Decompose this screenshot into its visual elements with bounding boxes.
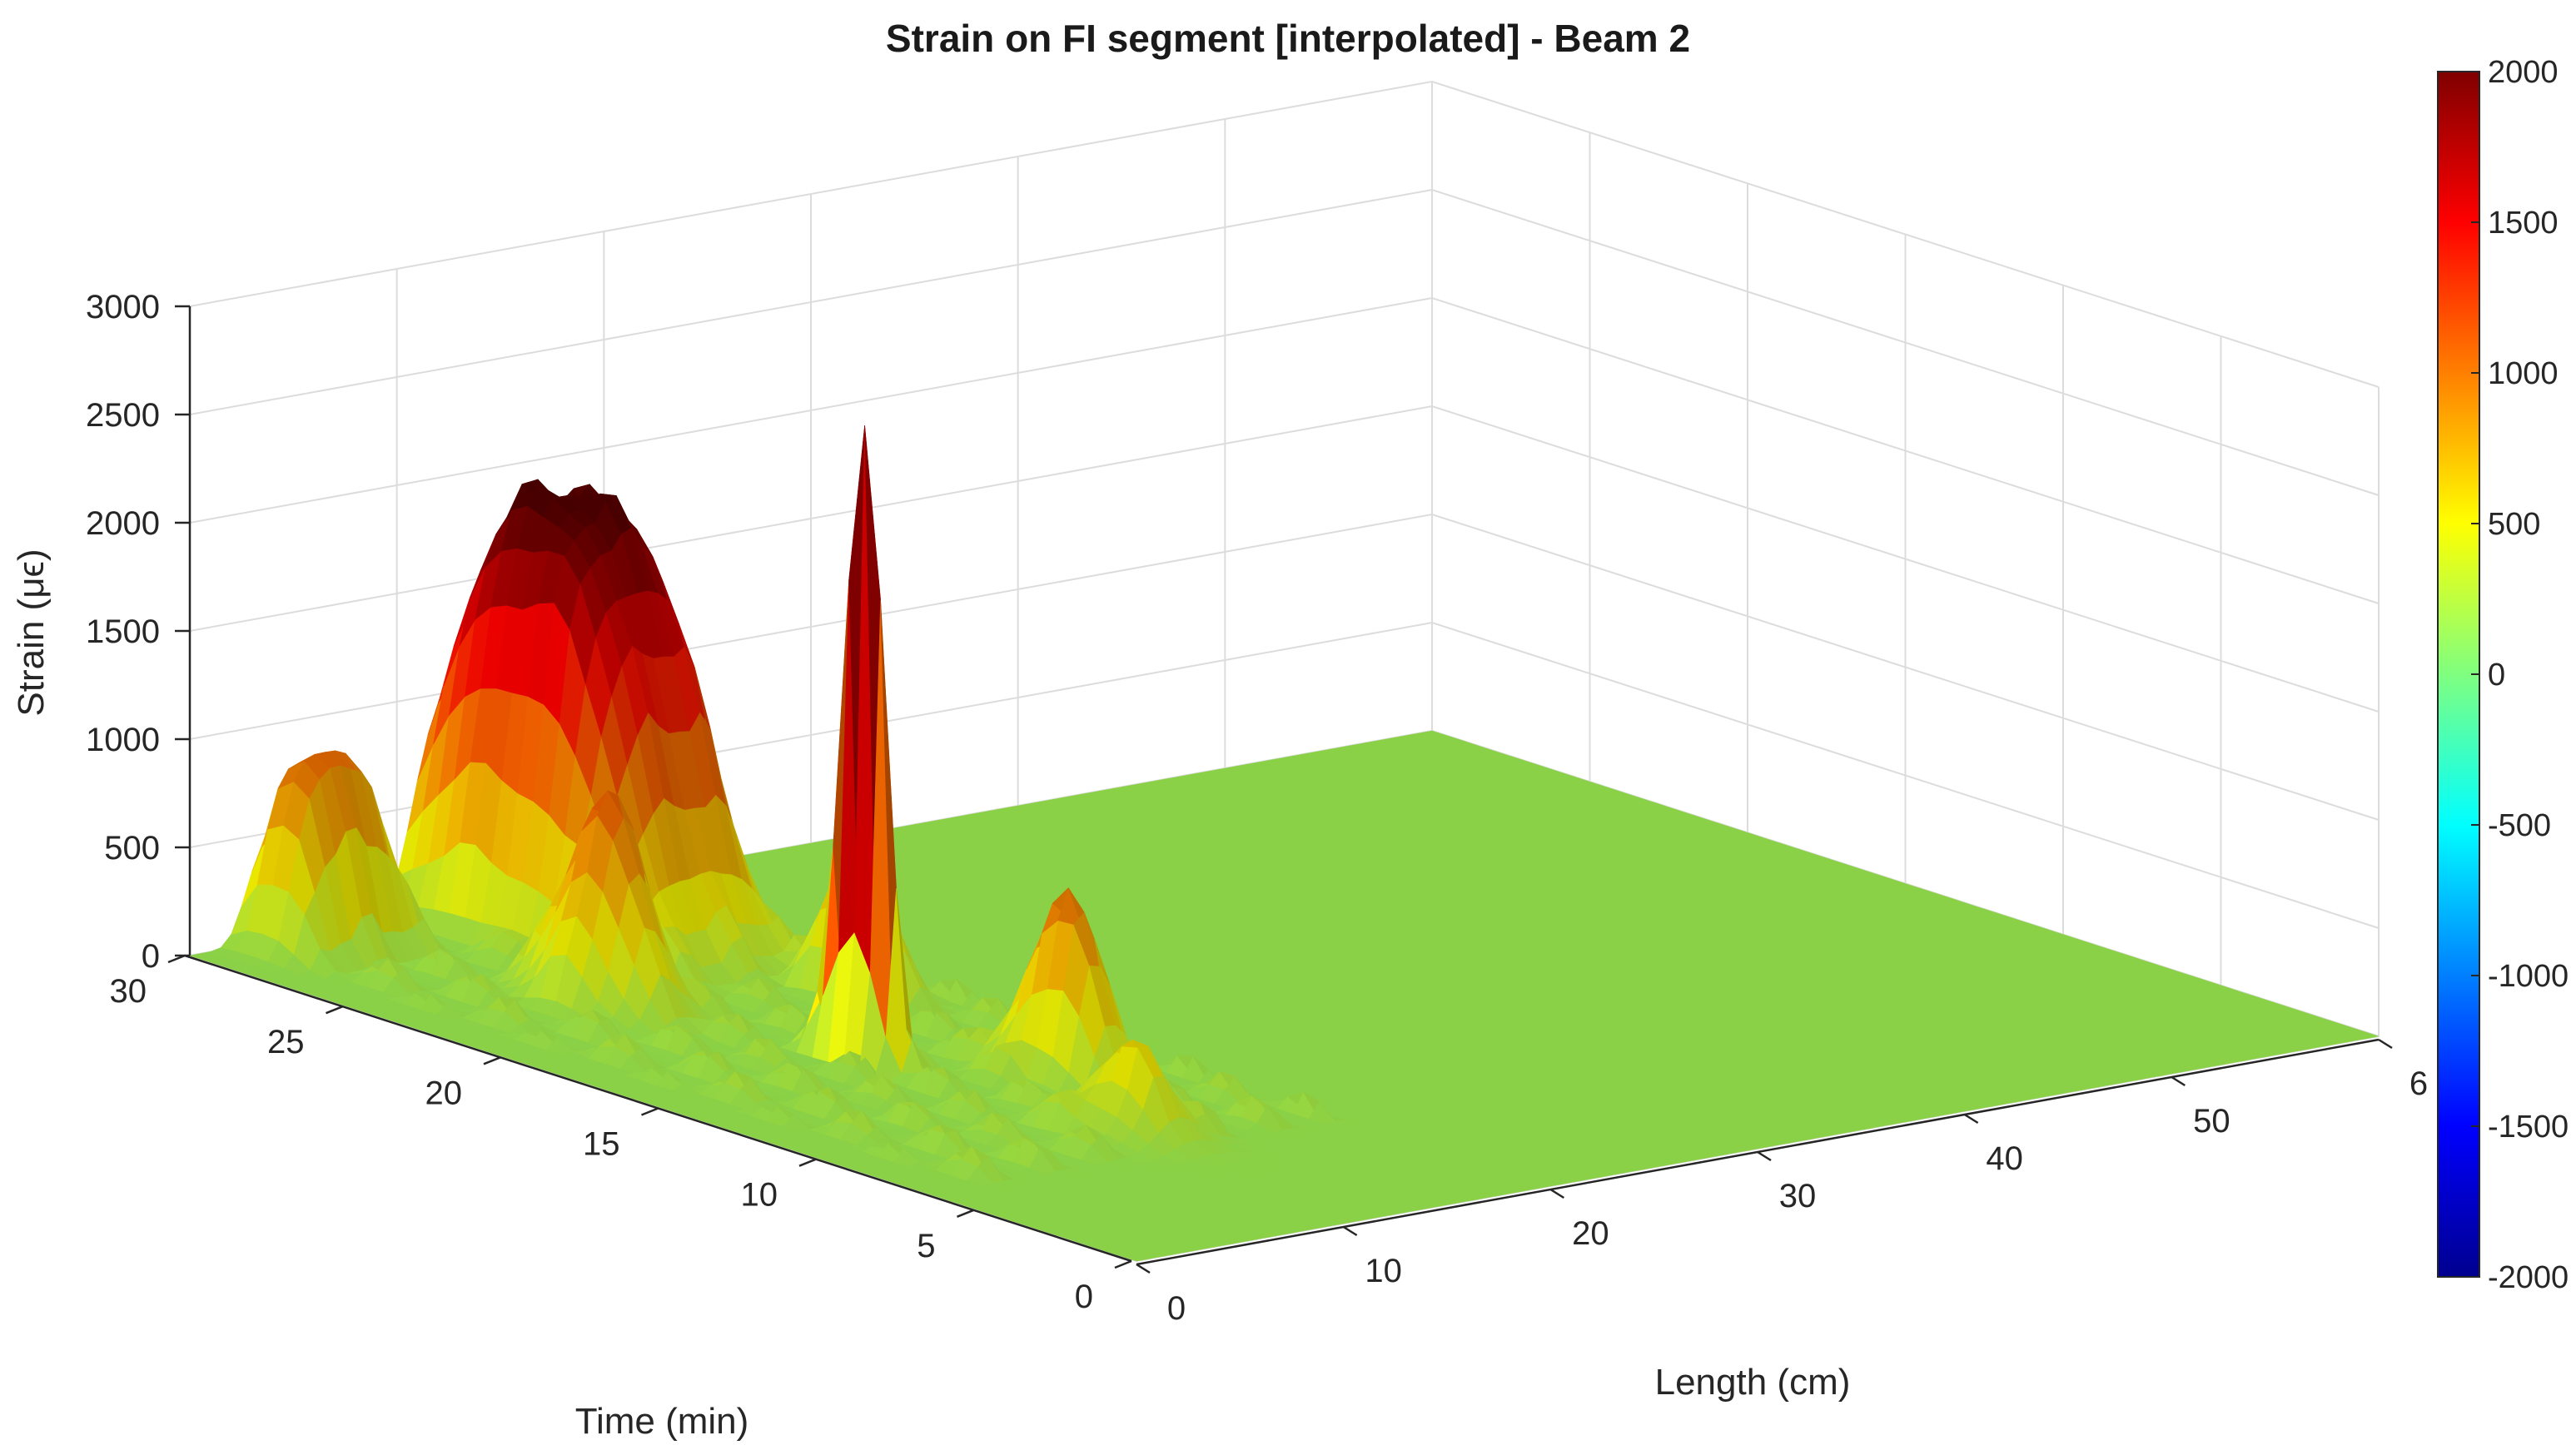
grid-line-z-6 [189,80,2380,388]
grid-line-z-5 [189,188,2380,496]
chart-title: Strain on FI segment [interpolated] - Be… [886,17,1690,60]
strain-surface [189,425,2380,1262]
